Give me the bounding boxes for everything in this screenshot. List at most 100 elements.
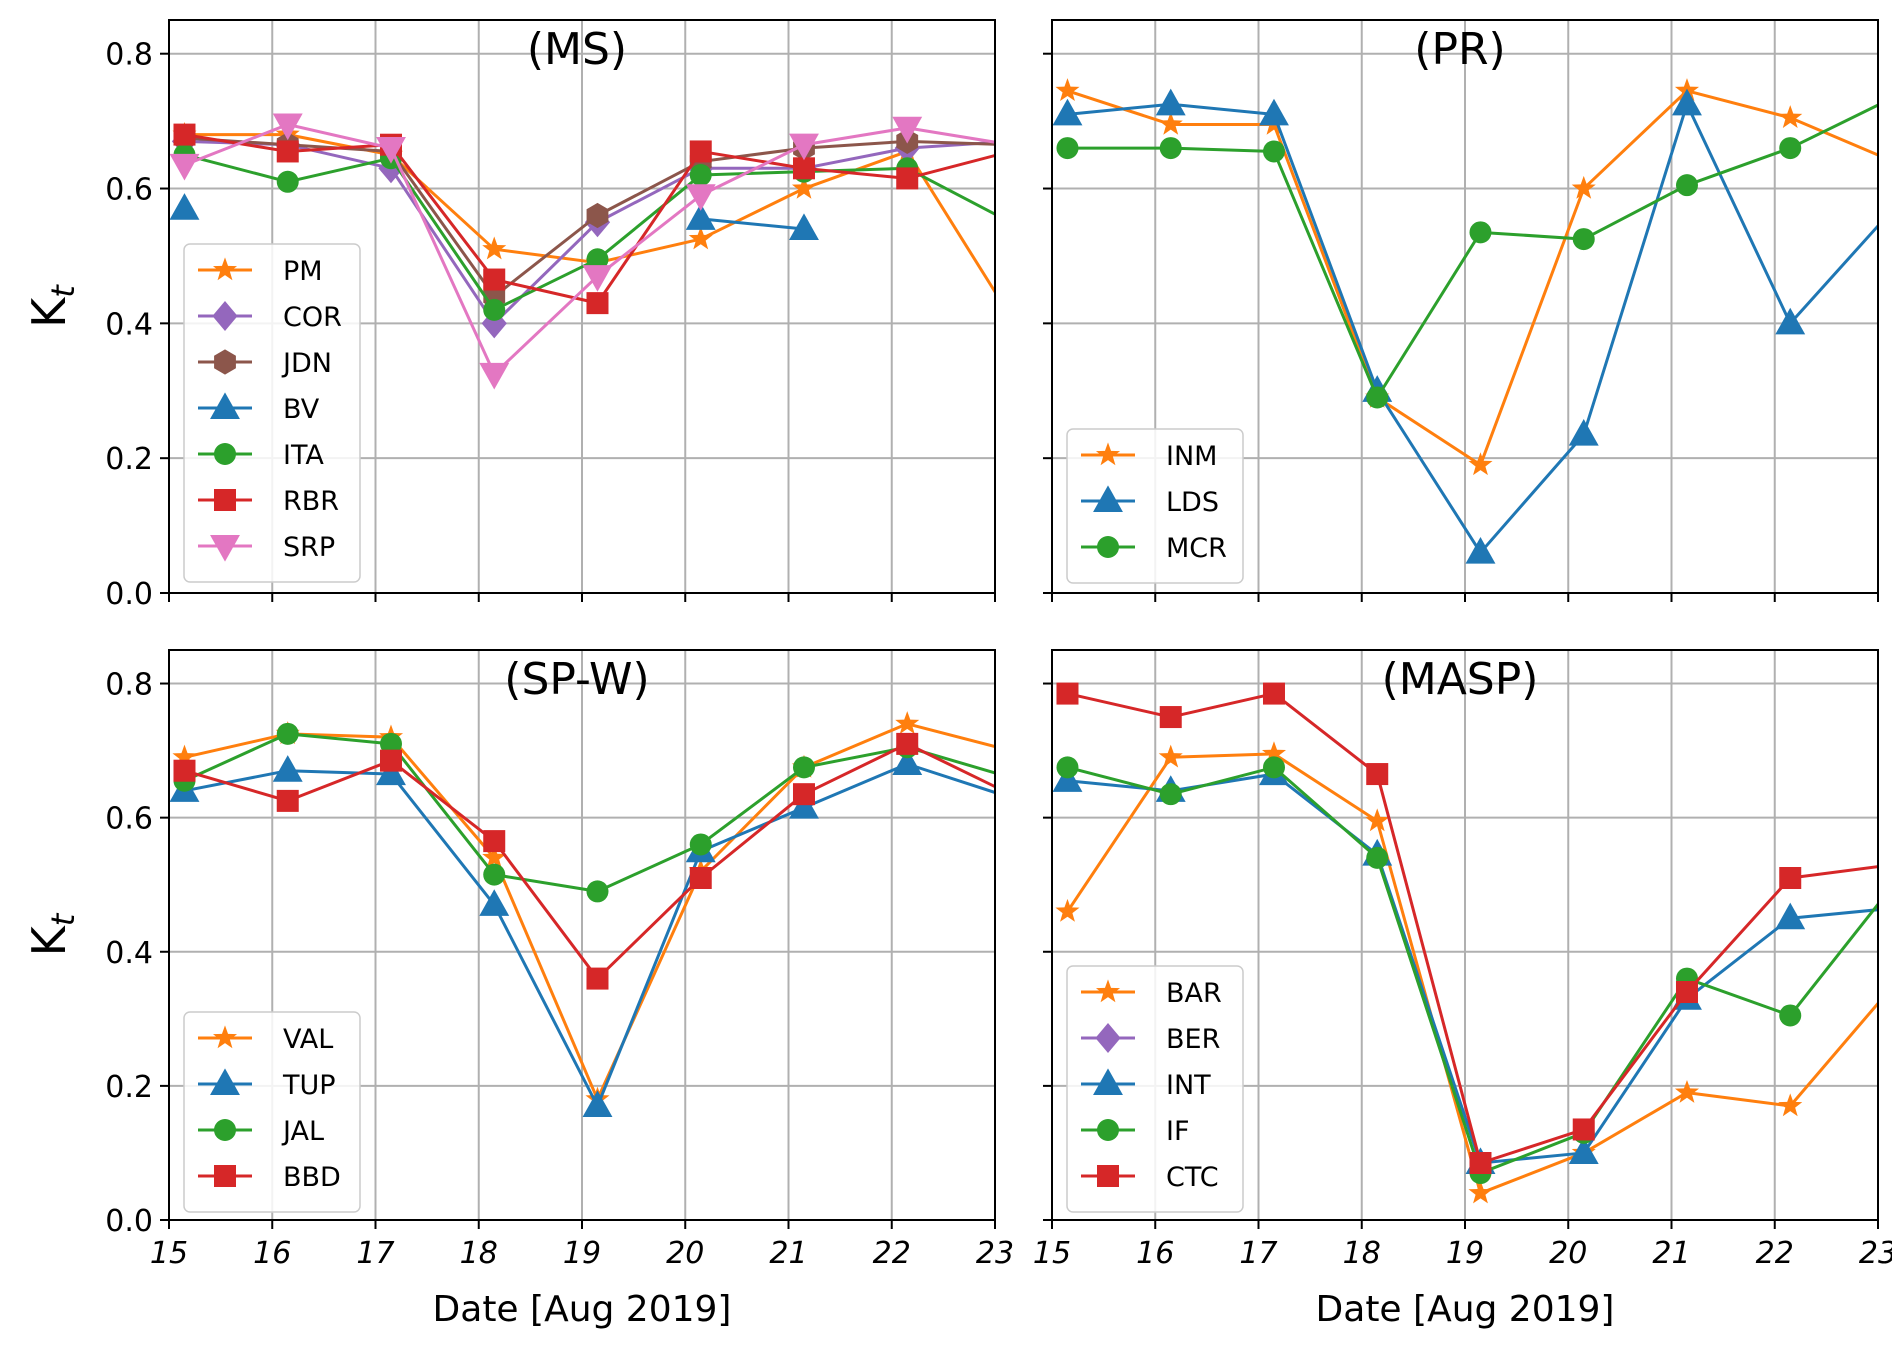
legend-label: CTC [1166,1162,1219,1193]
x-tick-label: 16 [1136,1236,1174,1271]
data-point-TUP [892,748,923,776]
data-point-INT [1879,893,1892,920]
data-point-RBR [483,268,506,291]
data-point-JAL [276,722,299,745]
data-point-BBD [483,830,506,853]
legend: BAR BER INT IF CTC [1066,965,1244,1213]
data-point-TUP [376,758,406,786]
panel-2: (PR) INM LDS MCR [1043,19,1892,602]
data-point-BAR [1055,898,1080,922]
data-point-RBR [689,140,712,163]
data-point-BAR [1365,808,1390,832]
x-tick-label: 20 [1549,1236,1587,1271]
legend-label: INM [1166,441,1217,472]
data-point-MCR [1366,386,1389,409]
legend-marker-LDS [1093,485,1123,513]
legend-marker-BAR [1095,979,1121,1003]
data-point-BBD [379,749,402,772]
legend-marker-MCR [1097,536,1119,558]
x-tick-label: 22 [873,1236,911,1271]
data-point-INT [1775,902,1806,930]
plot-area [169,711,1021,1118]
data-point-MCR [1882,87,1892,109]
data-point-ITA [276,170,299,193]
legend-label: LDS [1166,487,1219,518]
x-tick-label: 20 [666,1236,704,1271]
x-tick-label: 15 [1033,1236,1071,1271]
data-point-MCR [1572,228,1595,251]
data-point-INM [1881,149,1892,172]
data-point-SRP [789,133,819,161]
x-tick-label: 21 [1652,1236,1690,1271]
data-point-JDN [586,202,609,229]
data-point-IF [1882,874,1892,896]
legend-label: MCR [1166,533,1227,564]
data-point-BAR [1158,744,1183,768]
data-point-MCR [1469,221,1492,244]
data-point-MCR [1159,137,1182,160]
legend: PM COR JDN BV ITA RBR SRP [183,243,361,583]
legend-marker-JDN [214,349,236,375]
data-point-IF [1262,756,1285,779]
data-point-PM [791,175,817,199]
data-point-INM [1778,105,1803,128]
plot-area [1052,78,1892,564]
y-axis-label: Kt [22,284,82,328]
data-point-MCR [1779,137,1802,160]
data-point-RBR [173,123,196,146]
data-point-BBD [792,783,815,806]
data-point-IF [1366,846,1389,869]
data-point-ITA [999,211,1021,233]
data-point-MCR [1056,137,1079,160]
data-point-BV [685,203,716,230]
data-point-SRP [582,265,613,292]
data-point-SRP [479,362,510,390]
data-point-BV [169,193,200,220]
data-point-TUP [582,1090,613,1118]
series-BAR [1055,741,1878,1204]
data-point-TUP [479,889,510,916]
legend-label: RBR [283,486,339,517]
data-point-INM [1571,175,1596,199]
panel-3: 0.0 0.2 0.4 0.6 0.8 15 16 17 18 19 20 21 22 23 (SP-W) D… [22,649,1021,1330]
x-axis-label: Date [Aug 2019] [433,1289,732,1330]
data-point-CTC [1469,1152,1492,1174]
data-point-COR [998,126,1023,156]
legend-item-RBR: RBR [198,486,339,517]
legend-box [183,1011,361,1213]
x-tick-label: 18 [1343,1236,1381,1271]
legend-label: PM [283,256,323,287]
data-point-JAL [999,766,1021,788]
legend-item-IF: IF [1081,1116,1190,1147]
data-point-RBR [586,292,609,315]
y-tick-label: 0.0 [105,1204,153,1239]
series-SRP [169,113,995,390]
legend-marker-RBR [214,489,236,511]
panel-title: (SP-W) [504,654,649,705]
x-tick-label: 19 [563,1236,601,1271]
data-point-PM [482,236,507,260]
data-point-IF [1056,756,1079,779]
data-point-TUP [272,755,303,782]
data-point-JDN [1000,132,1022,157]
data-point-INM [1055,78,1080,102]
series-line-BV [700,217,805,231]
data-point-TUP [789,791,819,819]
data-point-SRP [376,137,406,164]
data-point-ITA [586,248,609,271]
data-point-VAL [482,845,507,869]
x-tick-label: 21 [769,1236,807,1271]
data-point-CTC [1159,706,1182,729]
legend-item-BER: BER [1081,1023,1220,1055]
data-point-JAL [483,863,506,886]
plot-area [1052,682,1892,1204]
legend-marker-VAL [212,1025,238,1049]
data-point-CTC [1779,867,1802,889]
legend-marker-SRP [210,534,240,562]
plot-area [169,113,1023,390]
data-point-CTC [1675,981,1698,1003]
data-point-VAL [172,744,197,768]
legend-marker-BBD [214,1165,236,1187]
data-point-BAR [1778,1093,1803,1117]
data-point-SRP [169,153,200,181]
